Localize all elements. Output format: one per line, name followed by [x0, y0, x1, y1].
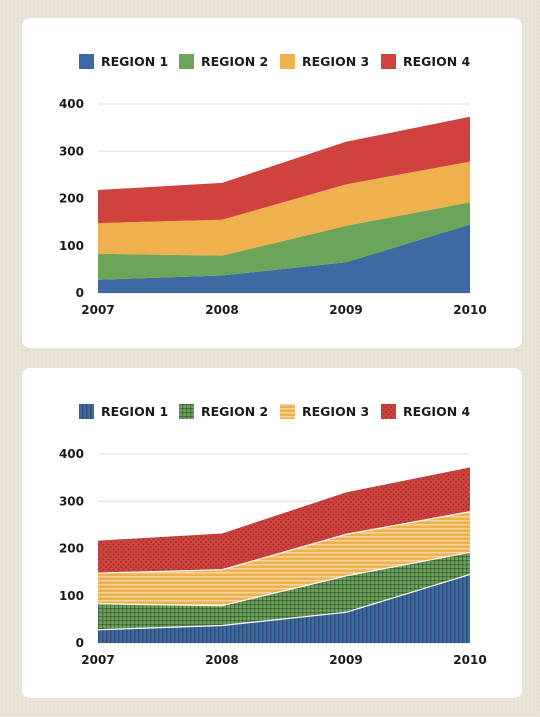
boundary-region-3 [97, 511, 471, 574]
legend-label: REGION 4 [403, 404, 471, 419]
x-tick-label: 2009 [329, 653, 362, 667]
legend-item-region-1: REGION 1 [79, 54, 168, 69]
y-tick-label: 0 [76, 636, 84, 650]
area-region-1 [98, 574, 470, 643]
area-layers [97, 466, 471, 643]
boundary-region-4 [97, 466, 471, 541]
legend-item-region-1: REGION 1 [79, 404, 168, 419]
y-tick-label: 300 [59, 144, 84, 158]
y-axis-labels: 0 100 200 300 400 [59, 447, 84, 650]
legend-item-region-3: REGION 3 [280, 54, 369, 69]
legend-swatch [79, 54, 94, 69]
area-region-2 [98, 202, 470, 280]
legend-label: REGION 3 [302, 54, 369, 69]
area-region-4 [98, 116, 470, 224]
legend: REGION 1 REGION 2 REGION 3 REGION 4 [79, 404, 471, 419]
y-tick-label: 200 [59, 542, 84, 556]
x-tick-label: 2008 [205, 653, 238, 667]
legend-swatch [381, 404, 396, 419]
y-tick-label: 100 [59, 239, 84, 253]
area-region-3 [98, 161, 470, 256]
y-axis-labels: 0 100 200 300 400 [59, 97, 84, 300]
legend-label: REGION 1 [101, 54, 168, 69]
legend-label: REGION 2 [201, 54, 268, 69]
area-region-4 [98, 466, 470, 574]
legend-label: REGION 2 [201, 404, 268, 419]
area-region-1 [98, 224, 470, 293]
legend-item-region-3: REGION 3 [280, 404, 369, 419]
y-tick-label: 400 [59, 447, 84, 461]
legend: REGION 1 REGION 2 REGION 3 REGION 4 [79, 54, 471, 69]
legend-swatch [381, 54, 396, 69]
x-tick-label: 2007 [81, 303, 114, 317]
legend-swatch [179, 404, 194, 419]
legend-swatch [280, 54, 295, 69]
x-axis-labels: 2007 2008 2009 2010 [81, 653, 486, 667]
legend-label: REGION 1 [101, 404, 168, 419]
legend-item-region-2: REGION 2 [179, 404, 268, 419]
y-tick-label: 100 [59, 589, 84, 603]
y-tick-label: 400 [59, 97, 84, 111]
boundary-region-2 [97, 551, 471, 607]
legend-item-region-4: REGION 4 [381, 54, 471, 69]
y-tick-label: 200 [59, 192, 84, 206]
x-tick-label: 2007 [81, 653, 114, 667]
y-tick-label: 300 [59, 494, 84, 508]
area-region-3 [98, 511, 470, 606]
legend-swatch [179, 54, 194, 69]
x-tick-label: 2010 [453, 653, 486, 667]
area-layers [98, 116, 470, 293]
x-axis-labels: 2007 2008 2009 2010 [81, 303, 486, 317]
solid-area-chart-card: 0 100 200 300 400 2007 2008 2009 2010 REGION 1 REG… [22, 18, 522, 348]
legend-label: REGION 4 [403, 54, 471, 69]
legend-item-region-2: REGION 2 [179, 54, 268, 69]
legend-swatch [79, 404, 94, 419]
legend-label: REGION 3 [302, 404, 369, 419]
legend-swatch [280, 404, 295, 419]
y-tick-label: 0 [76, 286, 84, 300]
x-tick-label: 2010 [453, 303, 486, 317]
patterned-area-chart-card: 0 100 200 300 400 2007 2008 2009 2010 REGION 1 REG… [22, 368, 522, 698]
x-tick-label: 2009 [329, 303, 362, 317]
boundary-region-1 [97, 573, 471, 631]
x-tick-label: 2008 [205, 303, 238, 317]
legend-item-region-4: REGION 4 [381, 404, 471, 419]
